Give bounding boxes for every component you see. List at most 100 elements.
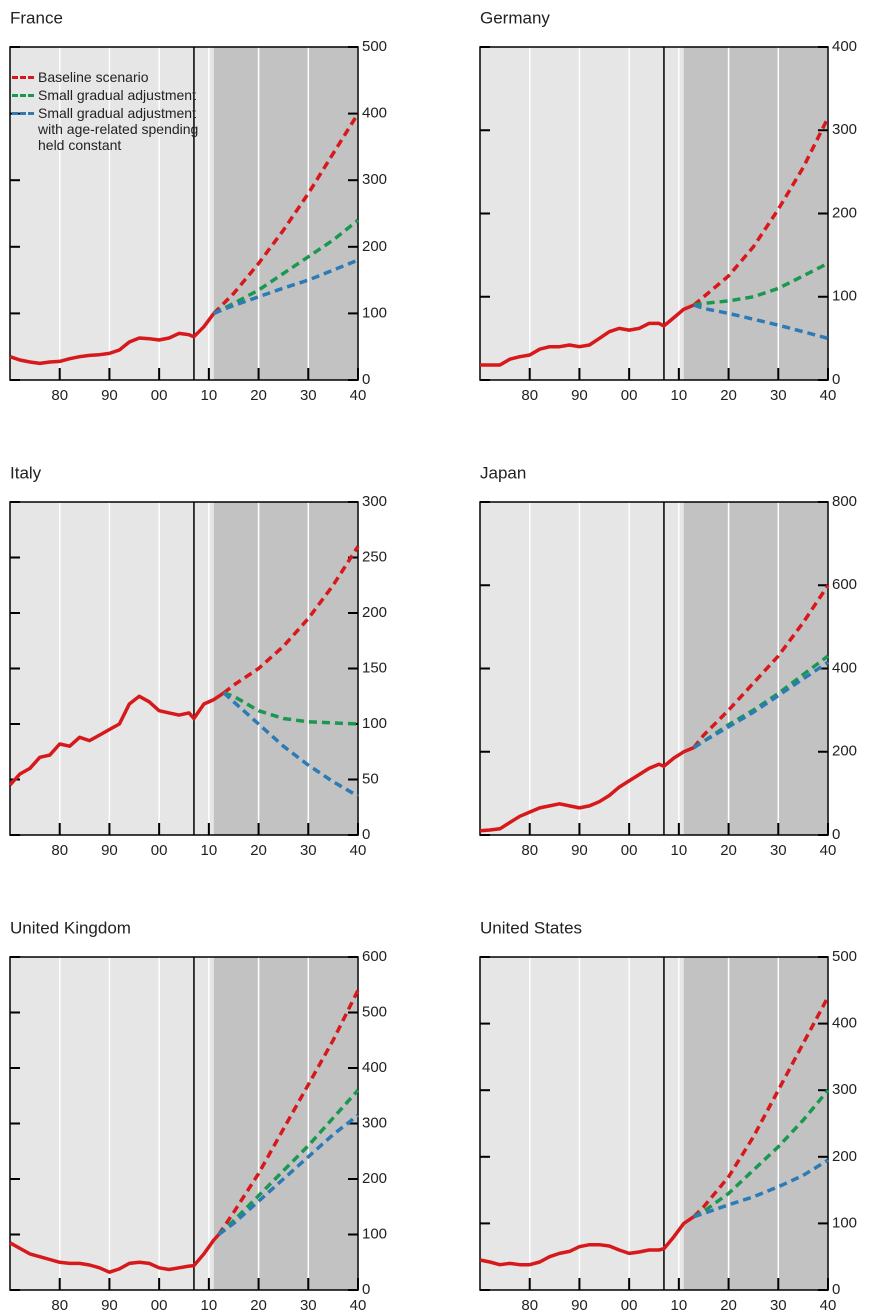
y-tick-label: 0 [362,371,370,388]
panel-title: United States [480,918,582,937]
x-tick-label: 80 [521,842,538,859]
projection-shade [213,502,358,835]
panel: Japan 80 90 00 10 20 30 400 200 400 600 800 [479,463,857,859]
y-tick-label: 300 [362,1114,387,1131]
y-tick-label: 800 [832,493,857,510]
legend-label: Small gradual adjustment [38,87,196,103]
projection-line [217,1089,360,1236]
projection-shade [213,957,358,1290]
y-tick-label: 100 [832,1214,857,1231]
projection-line [692,584,830,749]
history-line [479,745,695,833]
y-tick-label: 400 [362,1059,387,1076]
x-tick-label: 00 [621,842,638,859]
panel: United States 80 90 00 10 20 30 400 100 200 300 400… [479,918,857,1311]
legend-label: Small gradual adjustment with age-relate… [38,105,199,153]
x-tick-label: 20 [720,1297,737,1311]
panel-title: France [10,8,63,27]
y-tick-label: 600 [832,576,857,593]
panel-title: United Kingdom [10,918,131,937]
projection-shade [683,502,828,835]
x-tick-label: 00 [621,387,638,404]
x-tick-label: 30 [770,387,787,404]
history-line [9,312,216,366]
x-tick-label: 10 [201,1297,218,1311]
y-tick-label: 100 [362,1225,387,1242]
x-tick-label: 00 [621,1297,638,1311]
x-tick-label: 30 [300,842,317,859]
x-tick-label: 20 [250,1297,267,1311]
x-tick-label: 90 [101,842,118,859]
x-tick-label: 20 [250,387,267,404]
legend-swatch [12,112,34,115]
y-tick-label: 500 [362,38,387,55]
projection-line [217,989,360,1236]
legend: Baseline scenario Small gradual adjustmen… [12,69,208,155]
y-tick-label: 200 [362,1170,387,1187]
x-tick-label: 00 [151,387,168,404]
x-tick-label: 20 [720,387,737,404]
y-tick-label: 300 [832,121,857,138]
x-tick-label: 10 [671,387,688,404]
plot-frame [479,956,829,1291]
y-tick-label: 0 [362,826,370,843]
legend-swatch [12,76,34,79]
legend-swatch [12,94,34,97]
y-tick-label: 200 [832,743,857,760]
panel: Italy 80 90 00 10 20 30 400 50 100 150 200 250 300 [8,463,387,859]
x-tick-label: 40 [350,842,367,859]
plot-frame [9,956,359,1291]
x-tick-label: 30 [300,387,317,404]
y-tick-label: 200 [362,238,387,255]
x-tick-label: 40 [820,842,837,859]
plot-frame [9,46,359,381]
y-tick-label: 250 [362,548,387,565]
y-tick-label: 600 [362,948,387,965]
x-tick-label: 80 [51,842,68,859]
x-tick-label: 80 [521,387,538,404]
legend-label: Baseline scenario [38,69,149,85]
plot-frame [9,501,359,836]
y-tick-label: 400 [362,105,387,122]
projection-line [213,218,360,315]
x-tick-label: 40 [820,1297,837,1311]
x-tick-label: 80 [521,1297,538,1311]
history-line [480,303,695,367]
plot-frame [479,46,829,381]
y-tick-label: 0 [832,371,840,388]
plot-frame [479,501,829,836]
x-tick-label: 00 [151,1297,168,1311]
x-tick-label: 30 [300,1297,317,1311]
history-line [479,1215,695,1267]
y-tick-label: 500 [832,948,857,965]
x-tick-label: 10 [671,842,688,859]
projection-line [692,1089,830,1219]
legend-item: Small gradual adjustment [12,87,208,103]
projection-shade [683,47,828,380]
y-tick-label: 150 [362,659,387,676]
history-line [8,691,225,787]
x-tick-label: 90 [101,1297,118,1311]
x-tick-label: 90 [571,1297,588,1311]
y-tick-label: 300 [832,1081,857,1098]
x-tick-label: 80 [51,387,68,404]
projection-line [692,117,830,307]
y-tick-label: 200 [832,204,857,221]
y-tick-label: 200 [362,604,387,621]
legend-item: Baseline scenario [12,69,208,85]
panel: Germany 80 90 00 10 20 30 400 100 200 300 400 [479,8,857,404]
projection-line [222,691,359,798]
panel-title: Japan [480,463,526,482]
legend-item: Small gradual adjustment with age-relate… [12,105,208,153]
y-tick-label: 400 [832,1015,857,1032]
y-tick-label: 300 [362,493,387,510]
x-tick-label: 40 [350,387,367,404]
y-tick-label: 100 [832,288,857,305]
projection-line [217,1113,360,1236]
x-tick-label: 00 [151,842,168,859]
y-tick-label: 0 [832,1281,840,1298]
projection-line [692,996,830,1218]
projection-line [212,112,360,315]
